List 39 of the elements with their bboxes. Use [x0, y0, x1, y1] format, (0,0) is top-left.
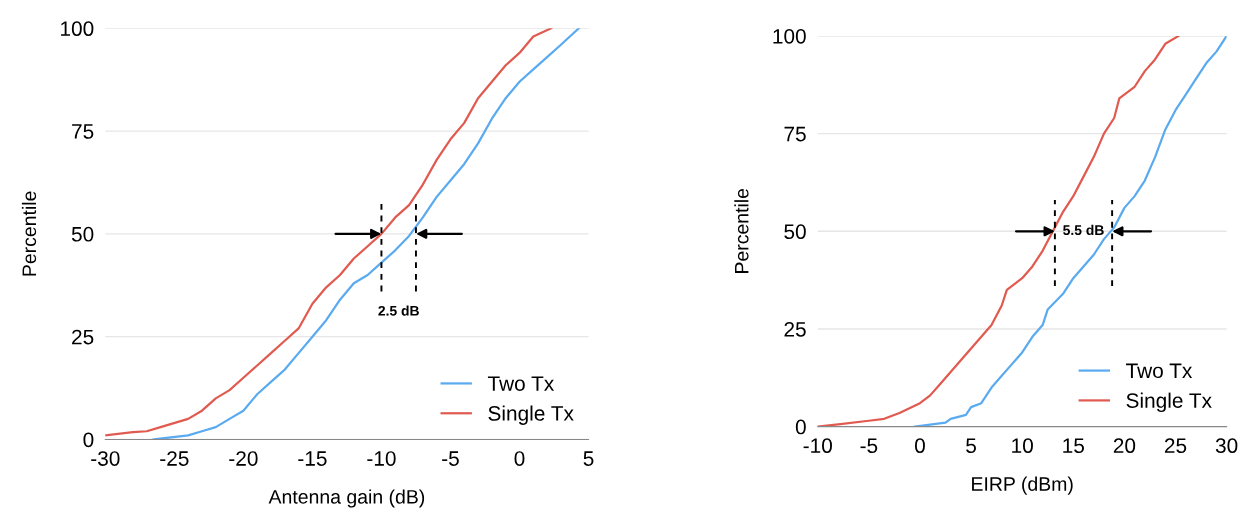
y-tick-label: 50 — [784, 224, 806, 240]
x-axis-title: EIRP (dBm) — [972, 476, 1073, 495]
x-tick-label: 25 — [1164, 438, 1187, 454]
x-tick-label: 0 — [914, 438, 925, 454]
x-tick-label: 15 — [1063, 438, 1084, 454]
x-tick-label: -10 — [367, 451, 396, 466]
x-tick-label: 20 — [1113, 438, 1136, 454]
x-axis-title: Antenna gain (dB) — [268, 489, 425, 508]
annotation: 2.5 dB — [378, 305, 419, 316]
x-tick-label: 5 — [966, 438, 976, 454]
legend-label: Two Tx — [487, 376, 555, 391]
line-series — [152, 28, 580, 440]
x-tick-label: 10 — [1012, 438, 1033, 454]
x-tick-label: -25 — [160, 451, 189, 466]
y-tick-label: 25 — [784, 321, 806, 337]
x-tick-label: -20 — [229, 451, 258, 466]
y-tick-label: 0 — [795, 419, 806, 435]
line-series — [913, 35, 1227, 427]
x-tick-label: 0 — [514, 451, 525, 466]
y-tick-label: 100 — [773, 28, 806, 44]
x-tick-label: 30 — [1215, 438, 1238, 454]
y-tick-label: 100 — [61, 21, 94, 37]
line-series — [105, 28, 553, 437]
legend-label: Single Tx — [1126, 392, 1212, 413]
x-tick-label: 5 — [583, 451, 594, 466]
x-tick-label: -30 — [91, 451, 120, 466]
y-tick-label: 75 — [784, 126, 806, 142]
x-tick-label: -15 — [298, 451, 327, 466]
y-tick-label: 50 — [71, 226, 94, 242]
x-tick-label: -5 — [860, 438, 878, 454]
legend-label: Two Tx — [1126, 363, 1193, 379]
y-axis-title: Percentile — [734, 188, 749, 273]
x-tick-label: -5 — [442, 451, 459, 466]
annotation: 5.5 dB — [1063, 224, 1104, 236]
y-tick-label: 25 — [72, 329, 94, 345]
legend-label: Single Tx — [488, 405, 574, 425]
y-tick-label: 75 — [72, 124, 94, 139]
y-axis-title: Percentile — [21, 191, 37, 276]
x-tick-label: -10 — [803, 438, 832, 454]
